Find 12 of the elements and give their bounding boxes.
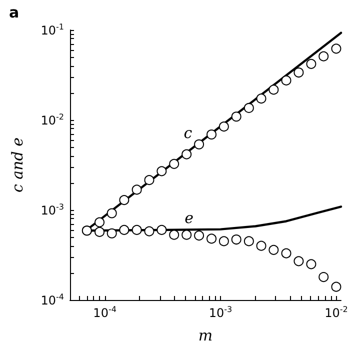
y-tick-label: 10$^{-4}$ bbox=[40, 292, 64, 308]
x-tick-label: 10$^{-4}$ bbox=[93, 305, 116, 320]
chart-title: a bbox=[9, 4, 20, 22]
annotation: e bbox=[184, 209, 194, 227]
y-tick-label: 10$^{-2}$ bbox=[40, 112, 64, 128]
y-tick-label: 10$^{-3}$ bbox=[40, 202, 64, 218]
y-tick-label: 10$^{-1}$ bbox=[40, 22, 64, 38]
x-axis-title: m bbox=[198, 326, 213, 344]
annotation: c bbox=[184, 124, 193, 142]
y-axis-title: c and e bbox=[8, 137, 26, 193]
x-tick-label: 10$^{-2}$ bbox=[324, 305, 348, 320]
x-tick-label: 10$^{-3}$ bbox=[208, 305, 232, 320]
